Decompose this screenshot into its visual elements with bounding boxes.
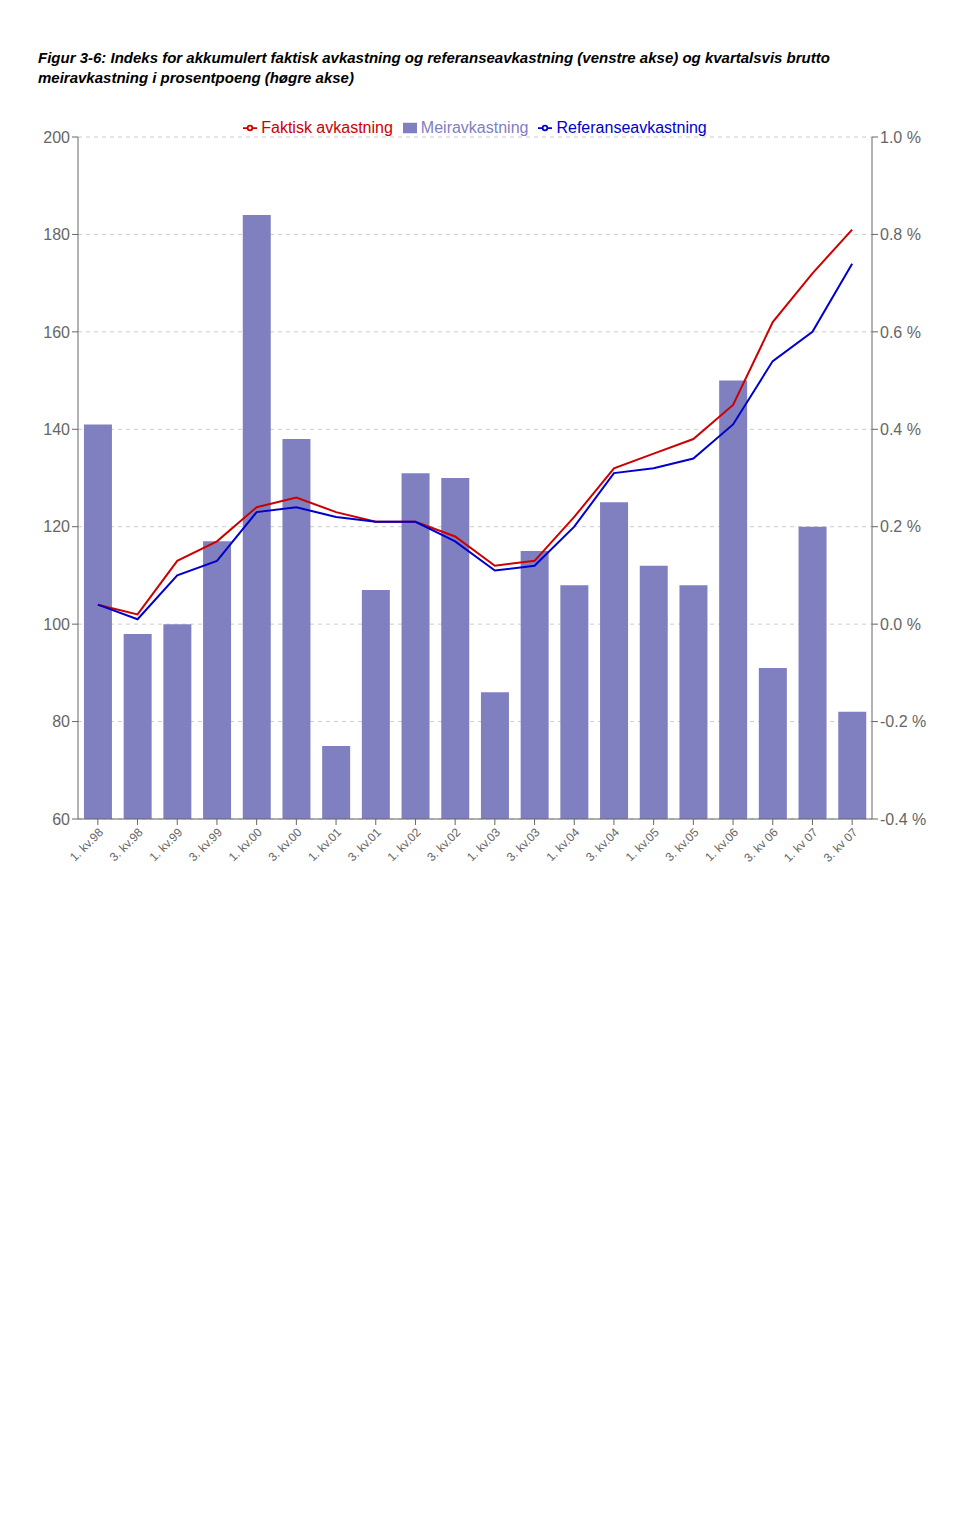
svg-text:3. kv.03: 3. kv.03 [504,825,543,864]
svg-text:3. kv.01: 3. kv.01 [345,825,384,864]
svg-text:1. kv.06: 1. kv.06 [702,825,741,864]
svg-text:1. kv.00: 1. kv.00 [226,825,265,864]
svg-text:1. kv.03: 1. kv.03 [464,825,503,864]
html-text:Meiravkastning: Meiravkastning [420,118,529,136]
svg-text:160: 160 [43,323,70,340]
svg-text:120: 120 [43,518,70,535]
svg-text:1.0 %: 1.0 % [880,128,921,145]
html-text:Faktisk avkastning: Faktisk avkastning [261,118,393,136]
svg-text:3. kv 07: 3. kv 07 [821,825,861,865]
svg-text:1. kv 07: 1. kv 07 [781,825,821,865]
svg-text:-0.2 %: -0.2 % [880,713,926,730]
svg-text:180: 180 [43,226,70,243]
svg-text:100: 100 [43,615,70,632]
svg-text:1. kv.02: 1. kv.02 [385,825,424,864]
svg-text:3. kv 06: 3. kv 06 [741,825,781,865]
svg-text:0.6 %: 0.6 % [880,323,921,340]
svg-text:3. kv.02: 3. kv.02 [424,825,463,864]
svg-text:1. kv.98: 1. kv.98 [67,825,106,864]
svg-text:-0.4 %: -0.4 % [880,810,926,827]
svg-text:1. kv.01: 1. kv.01 [305,825,344,864]
svg-text:0.0 %: 0.0 % [880,615,921,632]
svg-text:3. kv.00: 3. kv.00 [266,825,305,864]
svg-text:1. kv.99: 1. kv.99 [146,825,185,864]
svg-text:200: 200 [43,128,70,145]
svg-text:3. kv.98: 3. kv.98 [107,825,146,864]
svg-text:80: 80 [52,713,70,730]
svg-text:0.4 %: 0.4 % [880,420,921,437]
svg-text:140: 140 [43,420,70,437]
svg-text:3. kv.99: 3. kv.99 [186,825,225,864]
svg-text:60: 60 [52,810,70,827]
svg-text:0.8 %: 0.8 % [880,226,921,243]
html-text:Figur 3-6: Indeks for akkumule: Figur 3-6: Indeks for akkumulert faktisk… [38,49,830,87]
svg-text:1. kv.05: 1. kv.05 [623,825,662,864]
svg-text:3. kv.05: 3. kv.05 [663,825,702,864]
svg-text:1. kv.04: 1. kv.04 [543,825,582,864]
svg-text:0.2 %: 0.2 % [880,518,921,535]
html-text:Referanseavkastning: Referanseavkastning [556,118,707,136]
svg-text:3. kv.04: 3. kv.04 [583,825,622,864]
